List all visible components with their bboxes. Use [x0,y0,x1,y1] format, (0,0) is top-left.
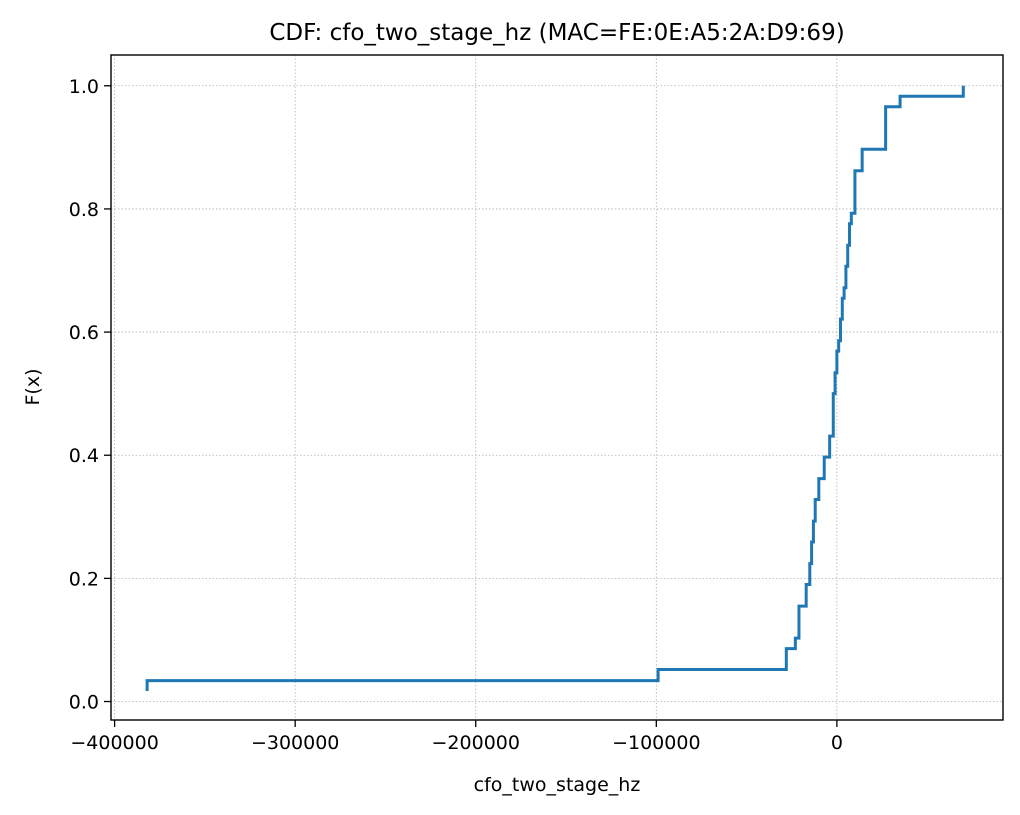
y-tick-label: 0.8 [69,199,99,221]
x-tick-label: −300000 [251,732,339,754]
tick-layer: −400000 −300000 −200000 −100000 0 0.0 0.2 0.4 0.… [69,76,843,754]
x-tick-label: 0 [831,732,843,754]
y-tick-label: 0.0 [69,692,99,714]
y-tick-label: 0.2 [69,568,99,590]
cdf-series-line-0 [145,85,965,692]
x-axis-label: cfo_two_stage_hz [474,774,641,796]
x-tick-label: −100000 [612,732,700,754]
x-tick-label: −200000 [432,732,520,754]
y-tick-label: 0.6 [69,322,99,344]
y-tick-label: 1.0 [69,76,99,98]
plot-area-frame [110,54,1004,721]
series-layer [145,85,965,692]
chart-title: CDF: cfo_two_stage_hz (MAC=FE:0E:A5:2A:D… [269,20,844,46]
y-axis-label: F(x) [22,369,44,406]
y-tick-label: 0.4 [69,445,99,467]
x-tick-label: −400000 [70,732,158,754]
